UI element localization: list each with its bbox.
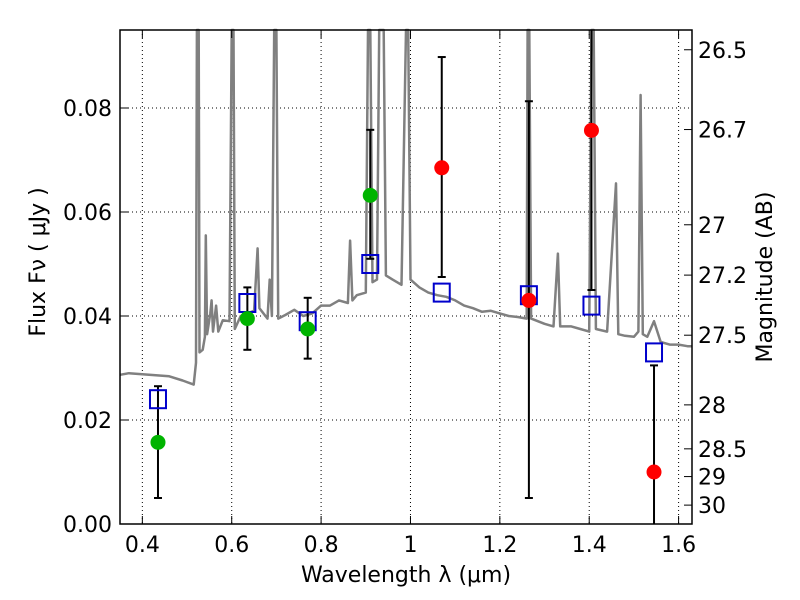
low-significance-point bbox=[434, 160, 450, 176]
x-tick-label: 1.6 bbox=[661, 533, 696, 558]
model-photometry-point bbox=[432, 282, 451, 303]
x-tick-label: 0.4 bbox=[125, 533, 160, 558]
magnitude-tick-label: 26.5 bbox=[698, 39, 747, 64]
magnitude-tick-label: 30 bbox=[698, 494, 726, 519]
magnitude-tick-label: 28 bbox=[698, 394, 726, 419]
x-tick-label: 1.4 bbox=[572, 533, 607, 558]
magnitude-tick-label: 29 bbox=[698, 466, 726, 491]
detection-point bbox=[239, 311, 255, 327]
model-photometry-point bbox=[645, 342, 664, 363]
model-spectrum-line bbox=[119, 28, 692, 386]
x-tick-label: 0.8 bbox=[304, 533, 339, 558]
low-significance-point bbox=[646, 464, 662, 480]
model-photometry-point bbox=[148, 389, 167, 410]
low-significance-point bbox=[583, 122, 599, 138]
magnitude-axis: 26.5 26.7 27 27.2 27.5 28 28.5 29 30 bbox=[684, 39, 747, 519]
y-tick-label: 0.06 bbox=[63, 201, 112, 226]
x-axis: 0.4 0.6 0.8 1 1.2 1.4 1.6 bbox=[125, 30, 696, 558]
detection-point bbox=[300, 321, 316, 337]
model-photometry-point bbox=[361, 254, 380, 274]
model-spectrum bbox=[119, 28, 692, 386]
x-tick-label: 0.6 bbox=[214, 533, 249, 558]
magnitude-tick-label: 27.2 bbox=[698, 264, 747, 289]
magnitude-axis-label: Magnitude (AB) bbox=[753, 192, 778, 363]
magnitude-tick-label: 26.7 bbox=[698, 119, 747, 144]
y-tick-label: 0.00 bbox=[63, 513, 112, 538]
y-tick-label: 0.08 bbox=[63, 97, 112, 122]
y-tick-label: 0.02 bbox=[63, 409, 112, 434]
magnitude-tick-label: 28.5 bbox=[698, 438, 747, 463]
magnitude-tick-label: 27.5 bbox=[698, 324, 747, 349]
y-axis-label: Flux Fν ( μJy ) bbox=[26, 187, 51, 336]
x-tick-label: 1.2 bbox=[482, 533, 517, 558]
detection-point bbox=[150, 434, 166, 450]
plot-frame bbox=[119, 29, 693, 525]
x-axis-label: Wavelength λ (μm) bbox=[301, 563, 511, 588]
low-significance-point bbox=[521, 292, 537, 308]
model-photometry-point bbox=[582, 295, 601, 316]
measured-photometry-series bbox=[150, 122, 662, 480]
detection-point bbox=[362, 187, 378, 203]
x-tick-label: 1 bbox=[403, 533, 417, 558]
y-tick-label: 0.04 bbox=[63, 305, 112, 330]
y-axis: 0.00 0.02 0.04 0.06 0.08 bbox=[63, 97, 128, 538]
magnitude-tick-label: 27 bbox=[698, 214, 726, 239]
